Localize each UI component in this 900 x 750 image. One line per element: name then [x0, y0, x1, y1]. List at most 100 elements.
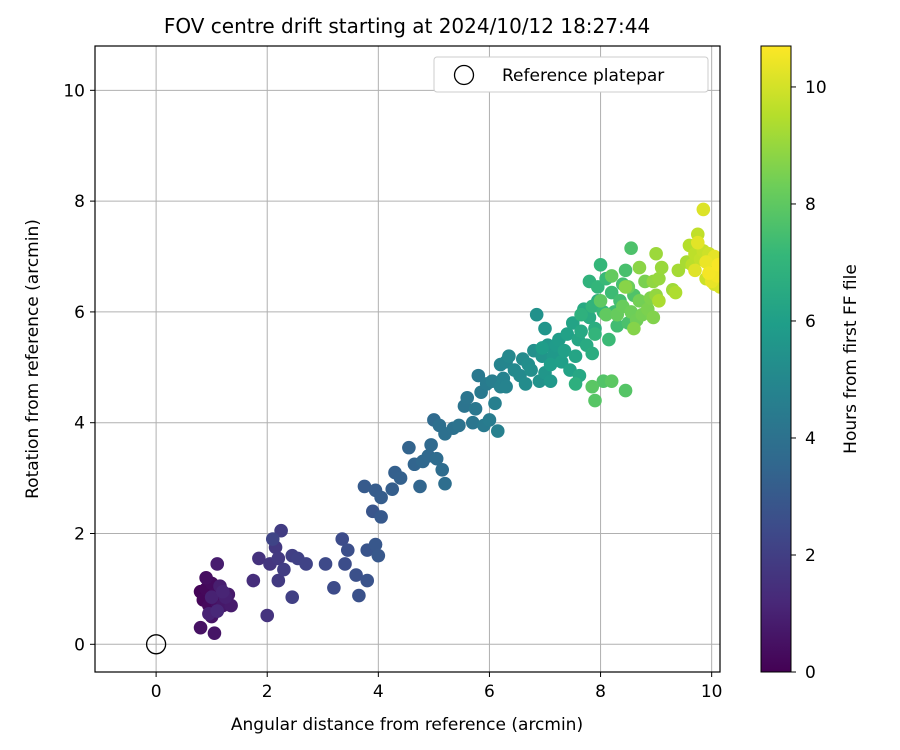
data-point: [543, 374, 558, 388]
data-point: [465, 415, 480, 430]
data-point: [374, 490, 388, 505]
data-point: [624, 241, 638, 256]
data-point: [265, 532, 280, 546]
data-point: [502, 349, 516, 364]
plot-area-frame: [94, 45, 721, 673]
data-point: [271, 551, 286, 566]
data-point: [585, 379, 600, 394]
legend: Reference platepar: [433, 56, 709, 93]
data-point: [193, 620, 208, 635]
x-tick-label: 6: [484, 682, 495, 702]
colorbar-tick-label: 6: [805, 312, 816, 332]
data-point: [438, 476, 452, 491]
data-point: [646, 310, 661, 325]
x-tick-label: 10: [701, 682, 723, 702]
data-point: [618, 383, 633, 398]
reference-marker: [145, 634, 167, 655]
data-point: [585, 346, 600, 361]
y-tick-label: 10: [63, 81, 85, 101]
scatter-points: [193, 202, 720, 641]
data-point: [393, 471, 408, 485]
x-tick-label: 0: [151, 682, 162, 702]
data-point: [557, 343, 572, 358]
y-tick-label: 4: [74, 414, 85, 434]
data-point: [699, 255, 713, 269]
data-point: [654, 260, 669, 275]
data-point: [543, 357, 558, 372]
data-point: [435, 462, 450, 477]
grid-lines: [95, 46, 720, 672]
data-point: [246, 573, 261, 588]
legend-entry-label: Reference platepar: [502, 66, 664, 86]
colorbar-label: Hours from first FF file: [841, 264, 861, 454]
data-point: [554, 354, 569, 369]
x-axis-label: Angular distance from reference (arcmin): [231, 715, 583, 735]
data-point: [604, 269, 619, 283]
colorbar-ticks: 0 2 4 6 8 10: [791, 78, 827, 683]
legend-box: [433, 56, 709, 93]
data-point: [402, 440, 416, 455]
data-point: [452, 418, 466, 433]
data-point: [565, 316, 580, 330]
data-point: [374, 510, 388, 524]
colorbar-tick-label: 10: [805, 78, 827, 98]
data-point: [590, 280, 605, 294]
data-point: [632, 260, 647, 275]
data-point: [602, 332, 616, 347]
data-point: [593, 294, 608, 308]
data-point: [207, 626, 222, 641]
data-point: [274, 523, 288, 538]
data-point: [499, 379, 513, 394]
colorbar: [760, 45, 792, 673]
data-point: [696, 202, 711, 217]
data-point: [271, 573, 286, 588]
y-axis-label: Rotation from reference (arcmin): [23, 219, 43, 499]
data-point: [349, 568, 363, 582]
data-point: [690, 235, 705, 250]
data-point: [210, 604, 225, 618]
legend-marker-icon: [453, 64, 475, 86]
data-point: [413, 479, 427, 494]
data-point: [668, 285, 683, 300]
x-tick-label: 4: [373, 682, 384, 702]
data-point: [215, 584, 230, 599]
data-point: [460, 390, 475, 405]
data-point: [385, 482, 400, 496]
data-point: [627, 321, 641, 336]
colorbar-tick-label: 4: [805, 429, 816, 449]
data-point: [252, 551, 266, 566]
data-point: [524, 363, 538, 377]
data-point: [610, 318, 625, 333]
data-point: [688, 263, 702, 278]
data-point: [340, 543, 355, 557]
data-point: [352, 588, 366, 603]
data-point: [560, 327, 575, 341]
data-point: [652, 271, 666, 286]
data-point: [599, 307, 613, 322]
data-point: [593, 258, 608, 272]
data-point: [568, 349, 583, 364]
data-point: [649, 246, 663, 261]
data-point: [588, 393, 602, 408]
data-point: [538, 321, 552, 336]
data-point: [299, 557, 313, 571]
data-point: [335, 532, 350, 546]
data-point: [210, 557, 225, 571]
data-point: [371, 548, 386, 563]
data-point: [535, 341, 550, 355]
data-point: [482, 413, 497, 427]
data-point: [488, 396, 502, 411]
chart-title: FOV centre drift starting at 2024/10/12 …: [164, 14, 650, 38]
data-point: [368, 537, 383, 552]
data-point: [618, 280, 633, 294]
data-point: [702, 266, 716, 280]
y-tick-label: 2: [74, 525, 85, 545]
data-point: [424, 438, 438, 452]
data-point: [574, 324, 588, 339]
data-point: [285, 590, 300, 605]
data-point: [711, 258, 720, 272]
data-point: [632, 294, 647, 308]
data-point: [360, 573, 375, 588]
data-point: [260, 608, 275, 623]
